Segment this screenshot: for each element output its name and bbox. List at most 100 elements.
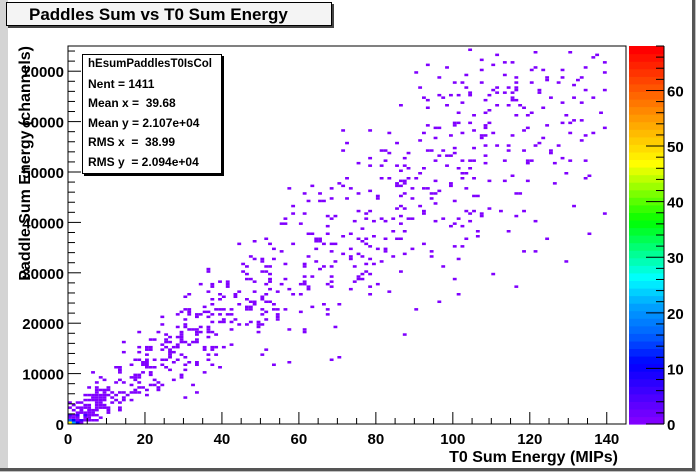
histogram-bin — [399, 222, 403, 225]
histogram-bin — [399, 214, 403, 218]
histogram-bin — [210, 303, 215, 306]
histogram-bin — [68, 416, 72, 419]
histogram-bin — [322, 303, 326, 306]
histogram-bin — [452, 245, 457, 248]
histogram-bin — [245, 308, 249, 311]
histogram-bin — [387, 290, 392, 293]
histogram-bin — [83, 411, 88, 414]
histogram-bin — [148, 338, 153, 341]
histogram-bin — [449, 93, 453, 97]
histogram-bin — [383, 149, 388, 152]
histogram-bin — [406, 217, 411, 220]
histogram-bin — [572, 83, 576, 87]
histogram-bin — [541, 106, 546, 110]
histogram-bin — [91, 371, 95, 374]
palette-tick-label: 40 — [667, 195, 684, 212]
palette-segment — [629, 310, 664, 319]
histogram-bin — [148, 348, 153, 351]
histogram-bin — [291, 242, 296, 246]
histogram-bin — [583, 177, 588, 180]
histogram-bin — [106, 393, 111, 397]
histogram-bin — [106, 411, 111, 414]
histogram-bin — [514, 88, 519, 92]
palette-segment — [629, 295, 664, 304]
histogram-bin — [583, 66, 588, 69]
histogram-bin — [272, 303, 276, 306]
histogram-bin — [175, 335, 180, 339]
histogram-bin — [260, 260, 265, 263]
histogram-bin — [460, 172, 465, 175]
histogram-bin — [310, 184, 315, 188]
histogram-bin — [483, 98, 488, 102]
histogram-bin — [352, 280, 357, 283]
histogram-bin — [402, 182, 407, 185]
histogram-bin — [375, 194, 380, 198]
stats-entries: Nent = 1411 — [88, 76, 155, 91]
palette-segment — [629, 333, 664, 342]
histogram-bin — [487, 207, 492, 210]
palette-segment — [629, 227, 664, 236]
histogram-bin — [510, 96, 515, 99]
palette-tick-label: 60 — [667, 83, 684, 100]
histogram-bin — [183, 356, 188, 359]
histogram-bin — [94, 406, 99, 409]
histogram-bin — [179, 340, 184, 344]
histogram-bin — [429, 149, 434, 152]
histogram-bin — [118, 408, 122, 412]
histogram-bin — [210, 313, 215, 316]
histogram-bin — [210, 282, 215, 286]
histogram-bin — [268, 265, 272, 268]
histogram-bin — [422, 131, 426, 135]
histogram-bin — [356, 277, 361, 281]
histogram-bin — [360, 240, 365, 243]
histogram-bin — [491, 131, 496, 135]
histogram-bin — [256, 320, 261, 324]
histogram-bin — [452, 81, 457, 84]
histogram-bin — [241, 262, 246, 266]
histogram-bin — [472, 209, 476, 213]
histogram-bin — [591, 131, 596, 135]
histogram-bin — [71, 413, 76, 417]
histogram-bin — [94, 388, 99, 392]
stats-box[interactable]: hEsumPaddlesT0IsCol Nent = 1411 Mean x =… — [82, 54, 222, 174]
palette-segment — [629, 401, 664, 410]
histogram-bin — [514, 214, 519, 218]
histogram-bin — [502, 159, 507, 162]
histogram-bin — [87, 393, 92, 397]
histogram-bin — [264, 300, 269, 304]
histogram-bin — [195, 328, 199, 331]
histogram-bin — [195, 361, 199, 364]
histogram-bin — [533, 219, 538, 223]
palette-segment — [629, 386, 664, 395]
histogram-bin — [106, 408, 111, 412]
histogram-bin — [483, 144, 488, 147]
histogram-bin — [75, 421, 80, 425]
histogram-bin — [114, 366, 119, 369]
histogram-bin — [445, 164, 449, 167]
histogram-bin — [168, 353, 172, 356]
histogram-bin — [225, 313, 230, 316]
histogram-bin — [460, 245, 465, 248]
histogram-bin — [506, 149, 511, 152]
histogram-bin — [75, 411, 80, 414]
histogram-bin — [195, 338, 199, 341]
histogram-bin — [502, 73, 507, 77]
histogram-bin — [71, 421, 76, 425]
histogram-bin — [514, 98, 519, 102]
histogram-bin — [171, 378, 176, 382]
histogram-bin — [491, 272, 496, 276]
histogram-bin — [275, 290, 280, 293]
histogram-bin — [579, 139, 584, 142]
palette-segment — [629, 144, 664, 153]
histogram-bin — [356, 209, 361, 213]
histogram-bin — [345, 141, 349, 145]
histogram-bin — [264, 348, 269, 351]
palette-segment — [629, 325, 664, 334]
histogram-bin — [356, 252, 361, 256]
histogram-bin — [429, 250, 434, 253]
histogram-bin — [483, 111, 488, 115]
histogram-bin — [87, 411, 92, 414]
histogram-bin — [348, 232, 353, 236]
histogram-bin — [537, 141, 542, 145]
histogram-bin — [102, 378, 107, 382]
